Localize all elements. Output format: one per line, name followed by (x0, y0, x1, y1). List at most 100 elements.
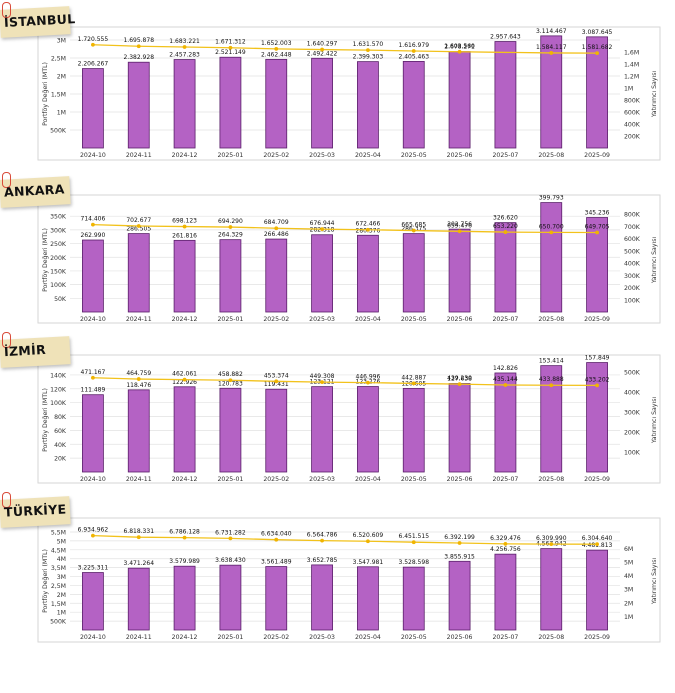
x-tick-label: 2025-06 (447, 152, 473, 159)
line-point (366, 227, 370, 232)
y-tick-label: 100K (50, 400, 67, 407)
line-value-label: 6.392.199 (444, 534, 475, 541)
line-value-label: 6.634.040 (261, 531, 292, 538)
x-tick-label: 2025-01 (217, 316, 243, 323)
y2-tick-label: 2M (624, 600, 633, 607)
line-value-label: 649.705 (585, 224, 610, 231)
paper-clip-icon (2, 332, 11, 348)
chart-svg: 50K 100K 150K 200K 250K 300K 350K 100K 200K 300K 4… (37, 194, 661, 324)
bar-value-label: 2.399.303 (353, 54, 384, 61)
bar-value-label: 262.990 (81, 232, 106, 239)
y-tick-label: 5,5M (51, 530, 66, 537)
x-tick-label: 2025-03 (309, 316, 335, 323)
bar-value-label: 2.405.463 (398, 53, 429, 60)
line-point (320, 538, 324, 543)
chart-svg: 500K 1M 1,5M 2M 2,5M 3M 200K 400K 600K 800K 1M 1,2M… (37, 26, 661, 161)
bar-value-label: 3.114.467 (536, 28, 567, 35)
x-tick-label: 2024-10 (80, 634, 106, 641)
line-value-label: 672.466 (356, 221, 381, 228)
bar-value-label: 286.505 (126, 226, 151, 233)
y-tick-label: 1,5M (51, 601, 66, 608)
line-point (549, 230, 554, 235)
bar (265, 238, 288, 313)
line-point (595, 230, 599, 235)
y-tick-label: 300K (50, 227, 67, 234)
y-tick-label: 250K (50, 241, 67, 248)
y-tick-label: 500K (50, 128, 67, 135)
y2-tick-label: 1M (624, 86, 633, 93)
line-value-label: 6.329.476 (490, 535, 521, 542)
y-tick-label: 80K (54, 414, 67, 421)
y-tick-label: 40K (54, 442, 67, 449)
bar-value-label: 142.826 (493, 365, 518, 372)
x-tick-label: 2025-09 (584, 316, 610, 323)
bar (494, 553, 517, 631)
paper-clip-icon (2, 172, 11, 188)
x-tick-label: 2025-02 (263, 634, 289, 641)
bar (402, 387, 425, 473)
x-tick-label: 2025-03 (309, 476, 335, 483)
x-tick-label: 2025-05 (401, 634, 427, 641)
chart-panel-izmir: 20K 40K 60K 80K 100K 120K 140K 100K 200K 300K 400K… (0, 330, 675, 490)
y2-tick-label: 5M (624, 559, 633, 566)
y2-tick-label: 300K (624, 410, 641, 417)
bar (357, 386, 379, 473)
line-value-label: 714.406 (81, 216, 106, 223)
y-tick-label: 2,5M (51, 583, 66, 590)
y-tick-label: 150K (50, 268, 67, 275)
x-tick-label: 2025-04 (355, 316, 381, 323)
x-tick-label: 2025-06 (447, 476, 473, 483)
bar (127, 389, 150, 473)
line-value-label: 442.887 (401, 374, 426, 381)
line-point (91, 222, 95, 227)
line-point (274, 537, 279, 542)
y-tick-label: 4M (57, 556, 66, 563)
line-point (411, 381, 416, 386)
y-tick-label: 140K (50, 372, 67, 379)
bar (448, 560, 471, 631)
x-tick-label: 2025-09 (584, 152, 610, 159)
line-value-label: 6.309.990 (536, 535, 567, 542)
bar (311, 564, 333, 631)
y-tick-label: 20K (54, 456, 67, 463)
line-point (549, 51, 554, 55)
x-tick-label: 2025-01 (217, 634, 243, 641)
x-tick-label: 2024-10 (80, 316, 106, 323)
x-tick-label: 2025-04 (355, 634, 381, 641)
bar-value-label: 3.579.989 (169, 558, 200, 565)
y2-tick-label: 1M (624, 614, 633, 621)
line-value-label: 449.308 (310, 373, 335, 380)
bar-value-label: 2.206.267 (78, 61, 109, 68)
bar-value-label: 127.638 (447, 376, 472, 383)
line-point (503, 230, 508, 234)
chart-panel-turkiye: 500K 1M 1,5M 2M 2,5M 3M 3,5M 4M 4,5M 5M 5,5M 1M 2M 3M… (0, 490, 675, 650)
bar-value-label: 2.957.643 (490, 34, 521, 41)
bar-value-label: 3.471.264 (123, 560, 154, 567)
line-value-label: 653.220 (493, 223, 518, 230)
bar (82, 68, 104, 149)
bar (586, 36, 608, 149)
line-value-label: 435.144 (493, 376, 518, 383)
x-tick-label: 2025-01 (217, 476, 243, 483)
bar-value-label: 302.756 (447, 221, 472, 228)
line-point (457, 382, 462, 387)
y-tick-label: 4,5M (51, 547, 66, 554)
bar (173, 239, 196, 313)
x-tick-label: 2025-07 (492, 476, 518, 483)
y-tick-label: 200K (50, 255, 67, 262)
y2-tick-label: 200K (624, 134, 641, 141)
bar (311, 386, 333, 473)
bar (173, 565, 196, 631)
x-tick-label: 2024-11 (126, 152, 152, 159)
line-value-label: 1.616.979 (398, 42, 429, 49)
y2-axis-title: Yatırımcı Sayısı (651, 237, 658, 285)
y-tick-label: 2,5M (51, 56, 66, 63)
line-point (366, 380, 370, 385)
line-value-label: 6.520.609 (353, 532, 384, 539)
bar (82, 394, 104, 473)
bar-value-label: 3.547.981 (353, 559, 384, 566)
line-point (182, 45, 187, 49)
y-tick-label: 500K (50, 619, 67, 626)
x-tick-label: 2024-12 (172, 152, 198, 159)
y2-axis-title: Yatırımcı Sayısı (651, 397, 658, 445)
